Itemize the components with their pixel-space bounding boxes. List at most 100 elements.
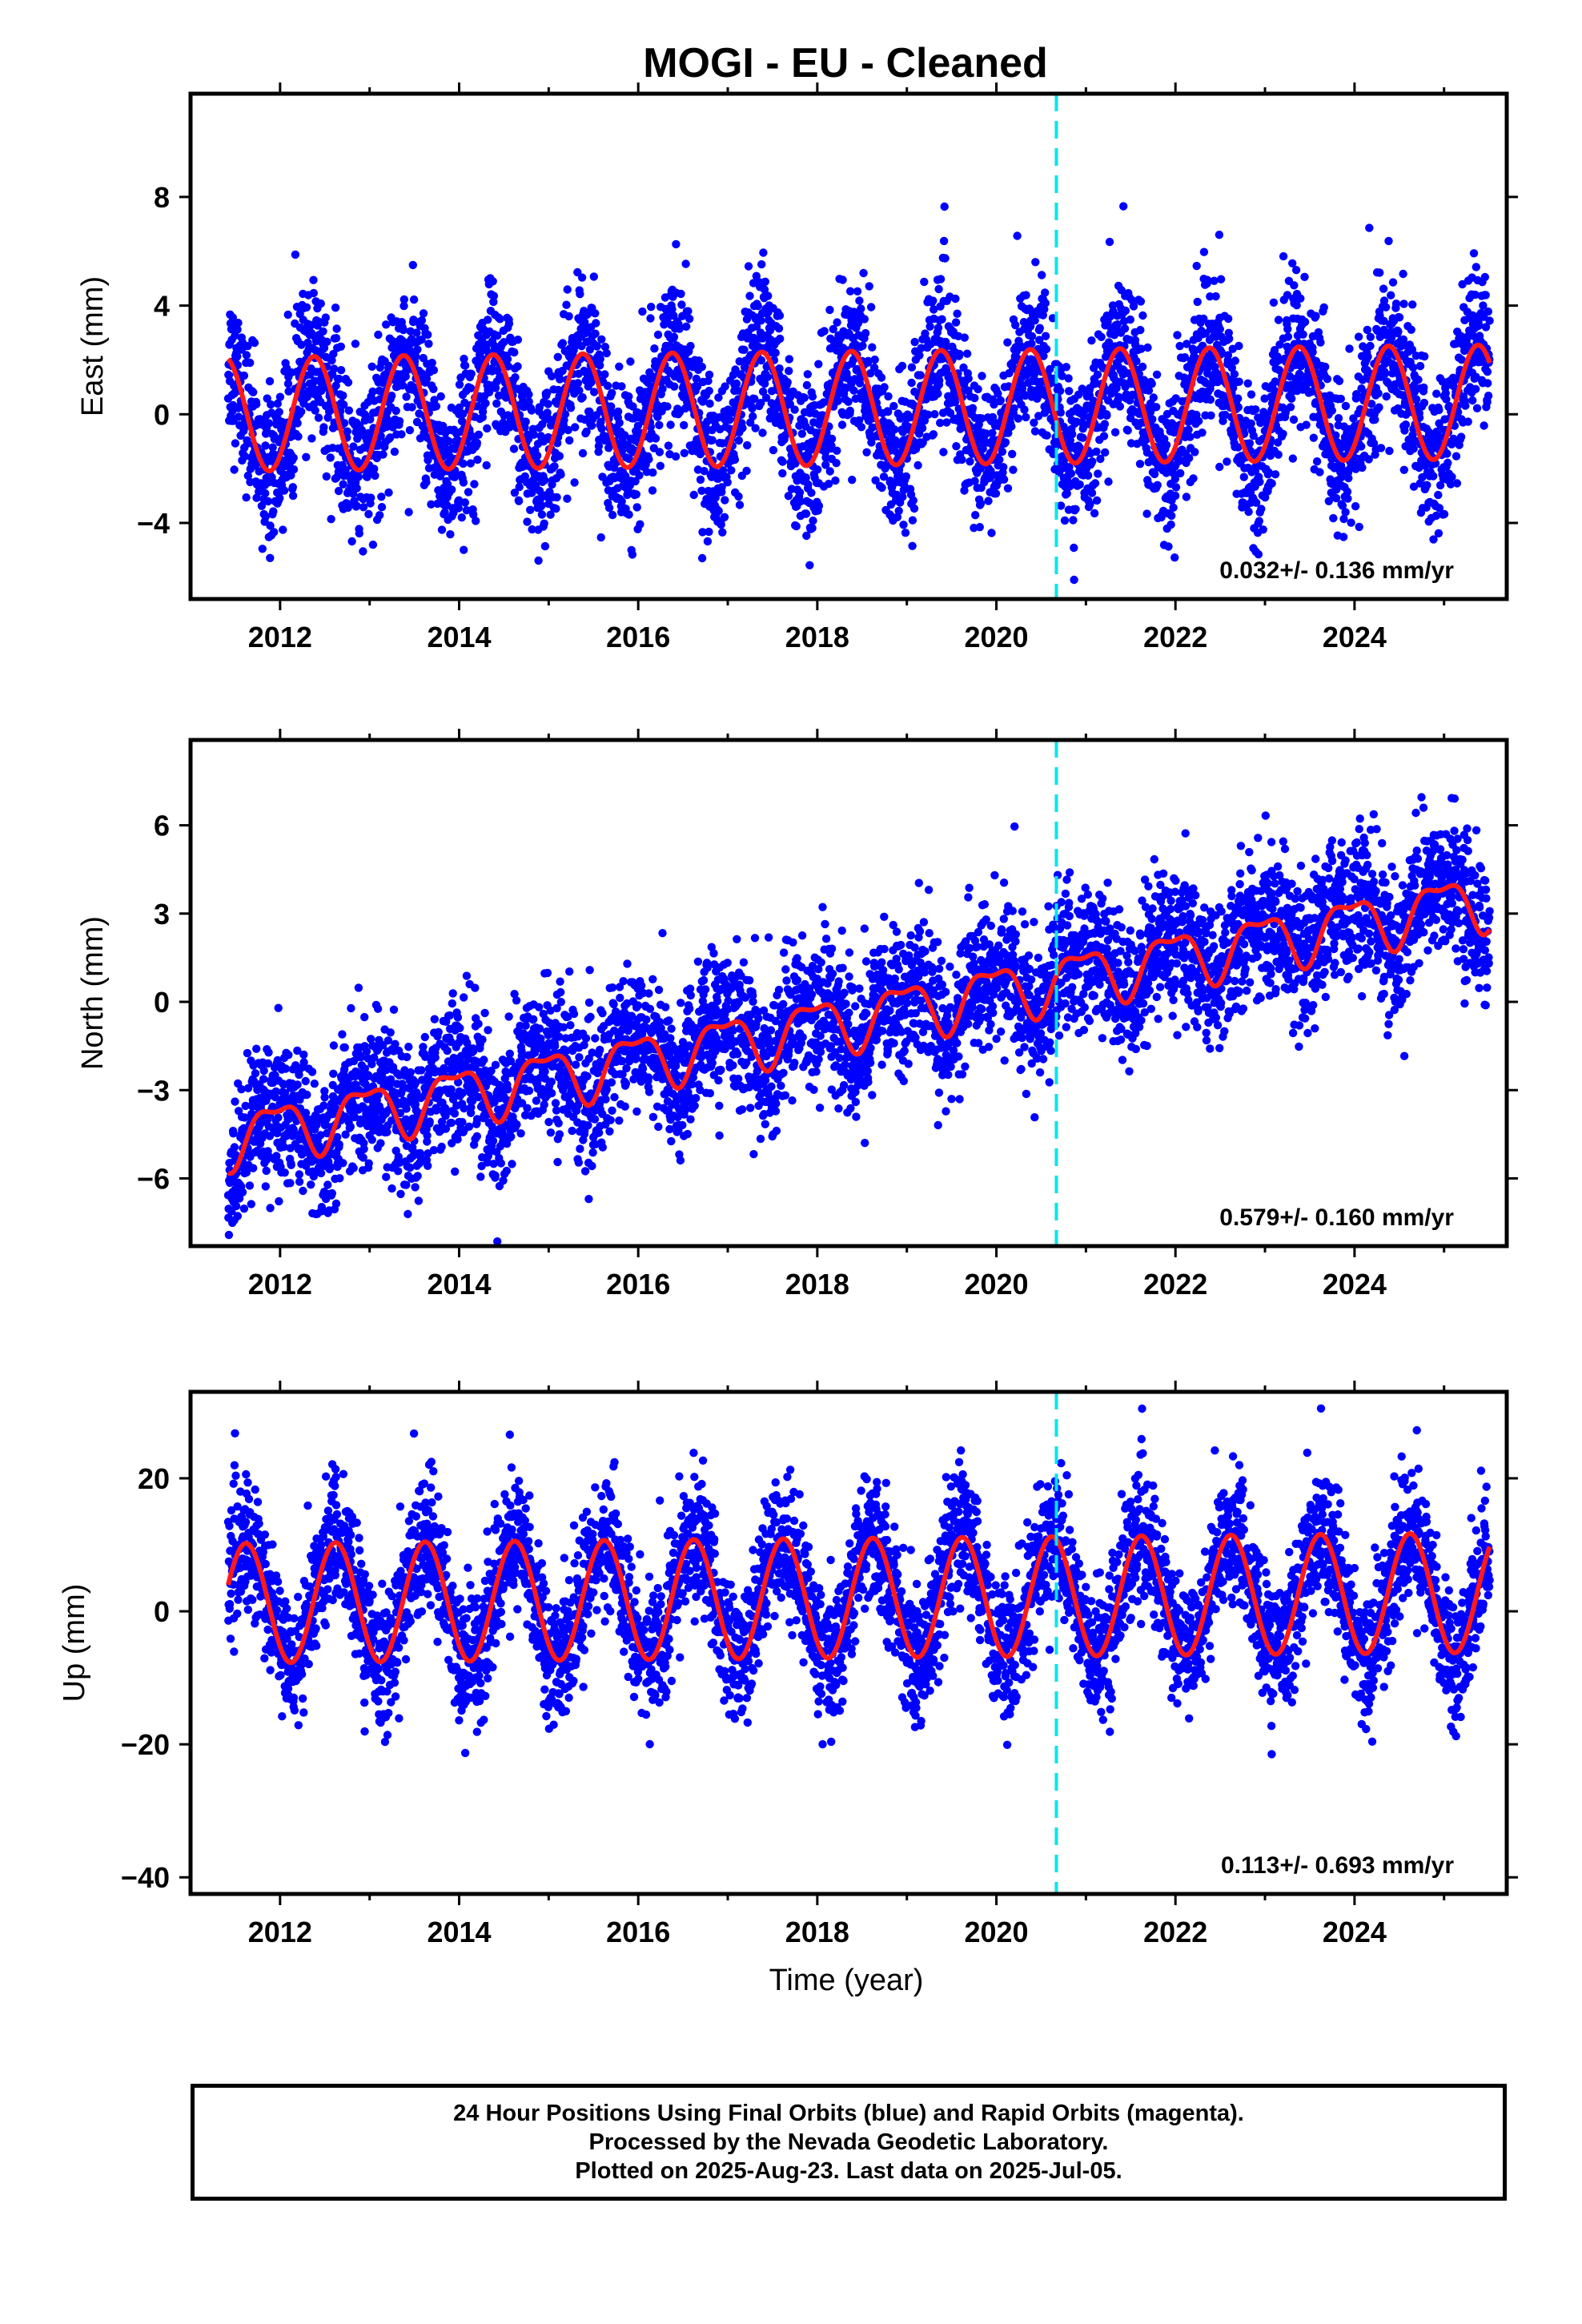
data-point — [377, 493, 386, 501]
data-point — [801, 509, 811, 518]
data-point — [229, 1129, 238, 1138]
data-point — [1385, 446, 1394, 456]
data-point — [708, 436, 717, 444]
data-point — [971, 511, 980, 520]
data-point — [684, 307, 693, 316]
data-point — [405, 426, 415, 435]
velocity-label: 0.032+/- 0.136 mm/yr — [1219, 557, 1454, 584]
data-point — [239, 371, 249, 380]
data-point — [785, 400, 794, 408]
data-point — [890, 425, 899, 434]
data-point — [829, 324, 837, 334]
data-point — [555, 452, 564, 460]
data-point — [230, 1143, 239, 1152]
data-point — [397, 430, 406, 439]
data-point — [1247, 419, 1255, 428]
data-point — [1234, 394, 1243, 403]
data-point — [466, 459, 475, 468]
data-point — [375, 511, 384, 520]
data-point — [459, 409, 468, 418]
data-point — [368, 387, 377, 396]
data-point — [1001, 438, 1010, 447]
data-point — [734, 492, 743, 501]
data-point — [704, 376, 713, 385]
data-point — [1083, 471, 1093, 480]
data-point — [917, 424, 927, 432]
data-point — [953, 309, 962, 318]
data-point — [398, 381, 408, 390]
data-point — [537, 510, 547, 519]
data-point — [1429, 472, 1438, 480]
data-point — [1198, 428, 1207, 437]
data-point — [1235, 341, 1243, 351]
data-point — [734, 436, 743, 445]
data-point — [1279, 429, 1287, 438]
data-point — [543, 388, 552, 397]
data-point — [1136, 325, 1145, 335]
data-point — [343, 503, 352, 513]
data-point — [628, 402, 637, 411]
data-point — [1042, 431, 1051, 440]
data-point — [404, 508, 413, 517]
data-point — [329, 349, 338, 359]
data-point — [833, 318, 841, 327]
data-point — [266, 553, 275, 562]
data-point — [958, 455, 966, 464]
data-point — [252, 1044, 261, 1053]
data-point — [460, 498, 469, 507]
data-point — [1283, 332, 1293, 341]
data-point — [723, 478, 732, 487]
data-point — [429, 384, 438, 393]
data-point — [335, 374, 343, 384]
data-point — [719, 466, 728, 475]
data-point — [682, 322, 691, 331]
data-point — [224, 1230, 234, 1240]
data-point — [1207, 411, 1215, 420]
data-point — [833, 396, 843, 405]
data-point — [717, 521, 725, 529]
data-point — [775, 364, 784, 373]
data-point — [995, 455, 1004, 464]
data-point — [598, 472, 607, 481]
data-point — [293, 419, 302, 428]
data-point — [1066, 469, 1076, 478]
data-point — [322, 472, 331, 481]
data-point — [929, 296, 938, 305]
data-point — [732, 379, 741, 388]
data-point — [868, 343, 877, 352]
data-point — [460, 398, 469, 408]
data-point — [743, 440, 752, 450]
data-point — [409, 295, 419, 304]
data-point — [231, 439, 240, 448]
data-point — [761, 277, 769, 286]
data-point — [814, 360, 823, 368]
data-point — [767, 387, 777, 396]
data-point — [351, 340, 360, 348]
data-point — [1087, 336, 1096, 345]
data-point — [556, 375, 564, 384]
data-point — [503, 355, 512, 364]
data-point — [869, 363, 879, 372]
data-point — [558, 339, 568, 348]
data-point — [1097, 332, 1106, 341]
data-point — [446, 530, 455, 539]
data-point — [1135, 460, 1145, 468]
data-point — [686, 341, 695, 351]
data-point — [576, 290, 584, 299]
data-point — [454, 504, 463, 513]
data-point — [720, 513, 729, 521]
data-point — [727, 466, 736, 475]
data-point — [1399, 269, 1407, 279]
data-point — [261, 441, 270, 450]
data-point — [1121, 306, 1130, 316]
data-point — [412, 328, 421, 337]
data-point — [275, 1196, 283, 1206]
data-point — [382, 320, 391, 329]
data-point — [553, 352, 562, 361]
data-point — [470, 480, 479, 489]
data-point — [261, 512, 270, 521]
data-point — [564, 312, 573, 321]
data-point — [929, 430, 938, 439]
data-point — [547, 372, 556, 380]
data-point — [401, 372, 410, 381]
